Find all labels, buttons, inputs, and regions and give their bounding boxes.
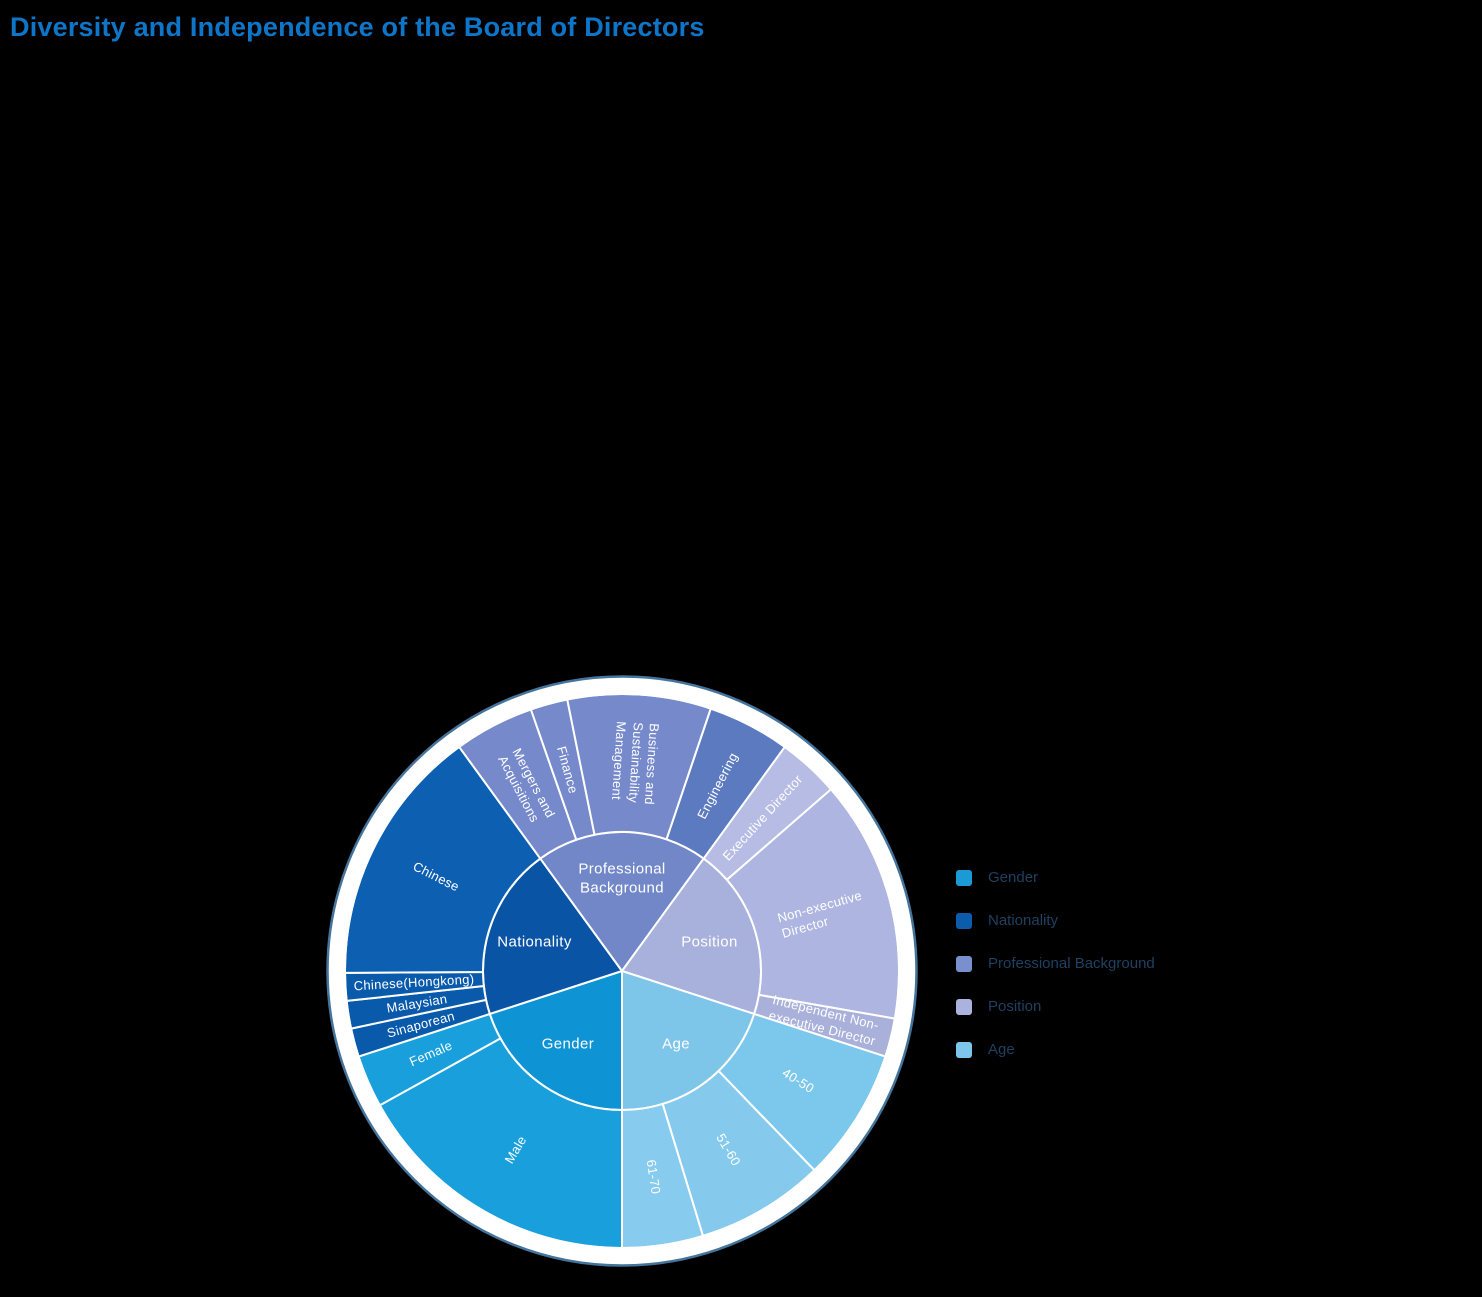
legend-item-gender[interactable]: Gender	[956, 856, 1155, 899]
legend: Gender Nationality Professional Background…	[956, 856, 1155, 1071]
chart-outer-ring	[328, 677, 916, 1265]
legend-item-professional-background[interactable]: Professional Background	[956, 942, 1155, 985]
legend-item-nationality[interactable]: Nationality	[956, 899, 1155, 942]
legend-label-professional-background: Professional Background	[988, 955, 1155, 972]
legend-label-nationality: Nationality	[988, 912, 1059, 929]
legend-swatch-professional-background	[956, 955, 972, 972]
legend-swatch-gender	[956, 869, 972, 886]
legend-label-gender: Gender	[988, 869, 1039, 886]
chart-rim-circle	[326, 675, 918, 1267]
legend-item-position[interactable]: Position	[956, 985, 1155, 1028]
legend-swatch-position	[956, 998, 972, 1015]
legend-item-age[interactable]: Age	[956, 1028, 1155, 1071]
page-title: Diversity and Independence of the Board …	[10, 12, 705, 42]
legend-swatch-nationality	[956, 912, 972, 929]
legend-label-age: Age	[988, 1041, 1015, 1058]
legend-swatch-age	[956, 1041, 972, 1058]
legend-label-position: Position	[988, 998, 1042, 1015]
